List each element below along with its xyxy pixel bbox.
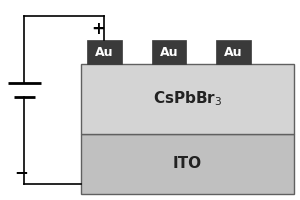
Bar [216,40,250,64]
Text: Au: Au [160,46,178,58]
Bar [87,40,122,64]
Bar [81,134,294,194]
Text: Au: Au [224,46,242,58]
Bar [152,40,186,64]
Text: +: + [91,20,105,38]
Text: Au: Au [95,46,113,58]
Text: ITO: ITO [173,156,202,171]
Text: CsPbBr$_3$: CsPbBr$_3$ [153,90,222,108]
Bar [81,64,294,134]
Text: −: − [14,163,28,181]
